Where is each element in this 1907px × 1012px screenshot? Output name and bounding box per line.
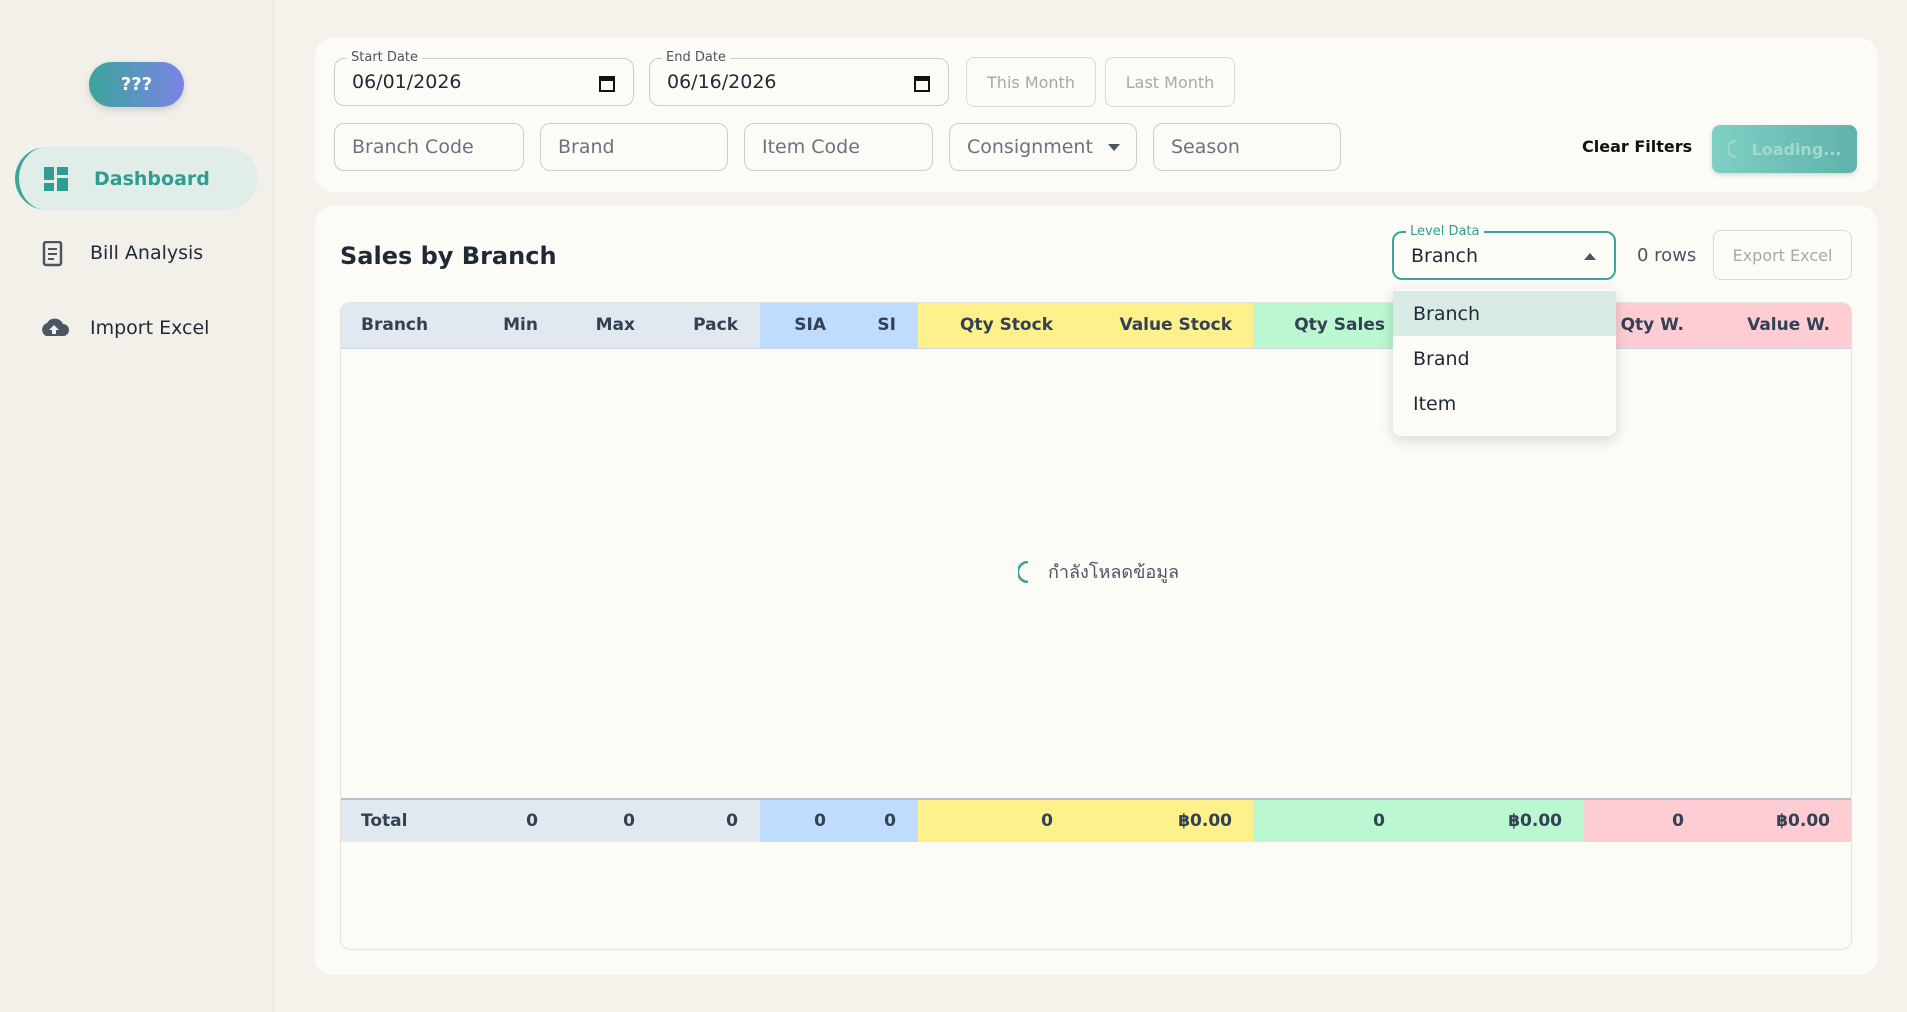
total-cell: ฿0.00	[1508, 811, 1562, 831]
spinner	[1727, 140, 1736, 158]
caret	[1584, 253, 1596, 260]
icon	[44, 167, 68, 191]
logo[interactable]: ???	[89, 62, 184, 107]
total-cell: 0	[623, 811, 635, 831]
calendar-icon	[914, 76, 930, 92]
header-cell: Value W.	[1747, 315, 1830, 335]
item-code-input[interactable]: Item Code	[744, 123, 933, 171]
start-date[interactable]: Start Date 06/01/2026	[334, 50, 634, 106]
total-band	[341, 799, 760, 842]
loading-text: กำลังโหลดข้อมูล	[1048, 562, 1180, 583]
brand-input[interactable]: Brand	[540, 123, 728, 171]
header-band	[341, 303, 760, 349]
total-cell: 0	[1672, 811, 1684, 831]
total-band	[1253, 799, 1584, 842]
label: Loading...	[1751, 139, 1842, 159]
loading-button[interactable]: Loading...	[1712, 125, 1857, 173]
total-cell: ฿0.00	[1776, 811, 1830, 831]
loading-indicator: กำลังโหลดข้อมูล	[1018, 557, 1179, 586]
clear-filters[interactable]: Clear Filters	[1582, 137, 1693, 156]
calendar-icon	[599, 76, 615, 92]
total-cell: Total	[361, 811, 408, 831]
header-cell: Pack	[693, 315, 738, 335]
header-cell: Qty W.	[1620, 315, 1684, 335]
report-title: Sales by Branch	[340, 242, 557, 270]
total-band	[1584, 799, 1851, 842]
value: Branch	[1411, 244, 1479, 267]
total-cell: 0	[526, 811, 538, 831]
header-cell: SIA	[794, 315, 826, 335]
nav-label: Dashboard	[94, 167, 210, 190]
rule	[341, 798, 1851, 800]
caret	[1108, 144, 1120, 151]
consignment-select[interactable]: Consignment	[949, 123, 1137, 171]
total-cell: 0	[1373, 811, 1385, 831]
sidebar: ??? Dashboard Bill Analysis Import Excel	[0, 0, 274, 1012]
total-band	[760, 799, 918, 842]
nav-item[interactable]: Import Excel	[15, 296, 258, 359]
label: Start Date	[347, 50, 422, 65]
filter-card: Start Date 06/01/2026 End Date 06/16/2026 …	[315, 38, 1878, 192]
label: Level Data	[1406, 224, 1484, 239]
nav-label: Bill Analysis	[90, 241, 204, 264]
header-cell: Qty Stock	[959, 315, 1053, 335]
export-button[interactable]: Export Excel	[1713, 230, 1852, 280]
table: Branch Min Max Pack SIA SI Qty Stock Value Stoc…	[340, 302, 1852, 950]
nav-label: Import Excel	[90, 316, 210, 339]
dropdown-menu: Branch Brand Item	[1393, 289, 1616, 436]
menu-option[interactable]: Brand	[1413, 347, 1470, 370]
icon	[42, 318, 69, 336]
value: Consignment	[967, 136, 1093, 158]
nav-item[interactable]: Bill Analysis	[15, 221, 258, 284]
row-count: 0 rows	[1637, 245, 1697, 266]
total-cell: ฿0.00	[1178, 811, 1232, 831]
total-cell: 0	[1041, 811, 1053, 831]
header-cell: Value Stock	[1119, 315, 1232, 335]
season-input[interactable]: Season	[1153, 123, 1341, 171]
value: 06/16/2026	[667, 71, 777, 93]
header-cell: Branch	[361, 315, 429, 335]
header-cell: Min	[503, 315, 538, 335]
header-band	[918, 303, 1253, 349]
total-cell: 0	[814, 811, 826, 831]
total-band	[918, 799, 1253, 842]
total-cell: 0	[884, 811, 896, 831]
header-cell: Max	[595, 315, 635, 335]
icon	[42, 241, 63, 267]
end-date[interactable]: End Date 06/16/2026	[649, 50, 949, 106]
level-select[interactable]: Level Data Branch	[1392, 224, 1616, 280]
header-band	[1584, 303, 1851, 349]
nav-item[interactable]: Dashboard	[15, 147, 258, 210]
rule	[341, 348, 1851, 349]
label: End Date	[662, 50, 730, 65]
menu-option[interactable]: Item	[1413, 392, 1457, 415]
header-band	[760, 303, 918, 349]
header-cell: SI	[877, 315, 896, 335]
total-cell: 0	[726, 811, 738, 831]
value: 06/01/2026	[352, 71, 462, 93]
last-month-button[interactable]: Last Month	[1105, 57, 1235, 107]
header-cell: Qty Sales	[1294, 315, 1385, 335]
branch-code-input[interactable]: Branch Code	[334, 123, 524, 171]
this-month-button[interactable]: This Month	[966, 57, 1096, 107]
spinner	[1018, 560, 1029, 583]
menu-option[interactable]: Branch	[1393, 291, 1616, 336]
